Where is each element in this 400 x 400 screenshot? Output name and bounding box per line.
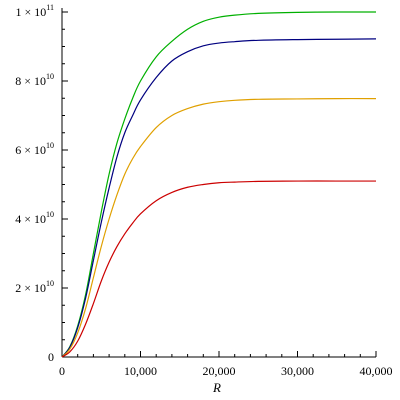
y-tick-label: 2 × 1010: [15, 279, 54, 295]
x-tick-label: 40,000: [360, 364, 393, 378]
x-tick-label: 30,000: [281, 364, 314, 378]
series-line-4: [61, 180, 376, 358]
x-tick-label: 0: [59, 364, 65, 378]
series-line-2: [61, 38, 377, 358]
y-tick-label: 0: [48, 350, 54, 364]
y-tick-label: 8 × 1010: [15, 72, 54, 88]
y-tick-label: 6 × 1010: [15, 141, 54, 157]
y-axis-ticks: 0 2 × 1010 4 × 1010 6 × 1010 8 × 1010 1 × 101…: [15, 3, 68, 364]
x-tick-label: 20,000: [203, 364, 236, 378]
series-line-3: [61, 97, 377, 358]
series-lines: [61, 11, 377, 358]
x-axis-ticks: 0 10,000 20,000 30,000 40,000: [59, 351, 393, 378]
y-tick-label: 4 × 1010: [15, 210, 54, 226]
series-line-1: [61, 11, 377, 358]
x-tick-label: 10,000: [124, 364, 157, 378]
y-tick-label: 1 × 1011: [16, 3, 54, 19]
x-axis-title: R: [212, 380, 221, 395]
